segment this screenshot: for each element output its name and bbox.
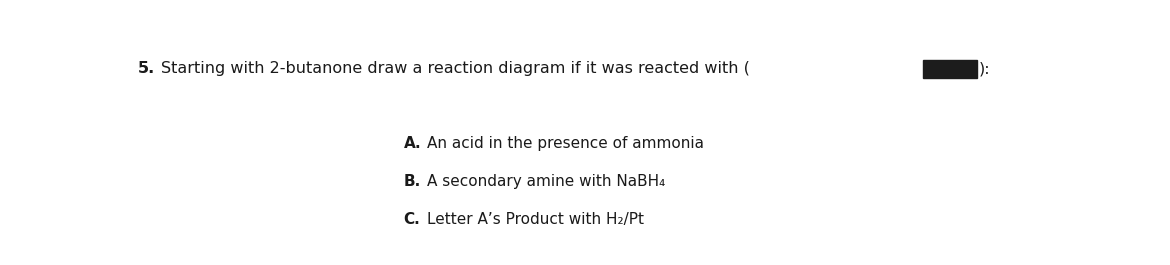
FancyBboxPatch shape <box>923 60 977 78</box>
Text: A secondary amine with NaBH₄: A secondary amine with NaBH₄ <box>427 174 666 189</box>
Text: Starting with 2-butanone draw a reaction diagram if it was reacted with (: Starting with 2-butanone draw a reaction… <box>161 61 750 76</box>
Text: Letter A’s Product with H₂/Pt: Letter A’s Product with H₂/Pt <box>427 213 644 227</box>
Text: An acid in the presence of ammonia: An acid in the presence of ammonia <box>427 136 704 151</box>
Text: 5.: 5. <box>138 61 156 76</box>
Text: ):: ): <box>979 61 991 76</box>
Text: A.: A. <box>404 136 421 151</box>
Text: C.: C. <box>404 213 420 227</box>
Text: B.: B. <box>404 174 421 189</box>
